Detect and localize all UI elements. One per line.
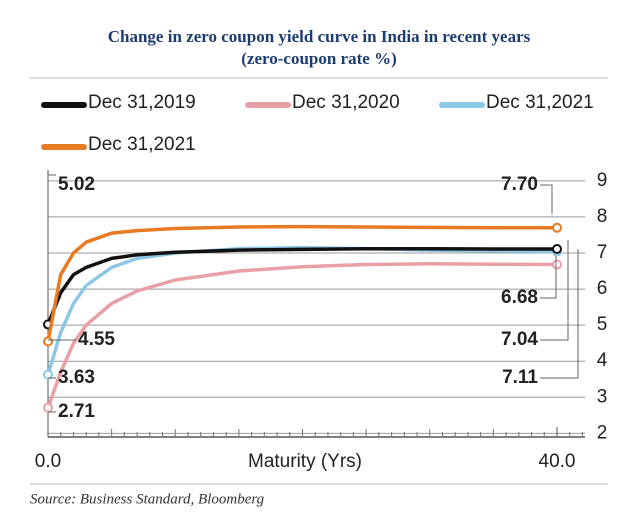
y-tick-label: 3 <box>597 386 608 407</box>
annotation: 6.68 <box>501 287 538 308</box>
annotation: 7.70 <box>501 174 538 195</box>
end-marker <box>43 402 53 413</box>
end-marker <box>552 222 562 233</box>
annotation: 3.63 <box>58 367 95 388</box>
chart-subtitle: (zero-coupon rate %) <box>241 49 396 68</box>
legend-label: Dec 31,2019 <box>88 92 196 113</box>
annotation: 7.11 <box>502 367 538 388</box>
annotation: 4.55 <box>78 329 115 350</box>
series-line <box>46 224 557 342</box>
end-marker <box>43 336 53 347</box>
x-tick-label: 0.0 <box>35 451 61 472</box>
y-tick-label: 4 <box>597 350 608 371</box>
legend-label: Dec 31,2020 <box>292 92 400 113</box>
series-line <box>46 246 557 326</box>
annotation: 5.02 <box>58 174 95 195</box>
x-tick-label: 40.0 <box>539 451 576 472</box>
y-tick-label: 8 <box>597 206 608 227</box>
end-marker <box>552 244 562 255</box>
y-tick-label: 7 <box>597 242 608 263</box>
y-tick-label: 9 <box>597 170 608 191</box>
annotation: 2.71 <box>58 401 95 422</box>
connector <box>540 256 557 299</box>
legend-label: Dec 31,2021 <box>88 134 196 155</box>
end-marker <box>43 369 53 380</box>
connector <box>540 240 569 341</box>
x-axis-label: Maturity (Yrs) <box>248 451 362 472</box>
connector <box>540 249 579 379</box>
y-tick-label: 5 <box>597 314 608 335</box>
connector <box>540 184 553 214</box>
source: Source: Business Standard, Bloomberg <box>30 491 265 507</box>
y-tick-label: 6 <box>597 278 608 299</box>
annotation: 7.04 <box>501 329 538 350</box>
legend-label: Dec 31,2021 <box>486 92 594 113</box>
series-line <box>46 262 558 409</box>
chart-title: Change in zero coupon yield curve in Ind… <box>108 27 531 46</box>
end-marker <box>552 259 562 270</box>
y-tick-label: 2 <box>597 422 608 443</box>
